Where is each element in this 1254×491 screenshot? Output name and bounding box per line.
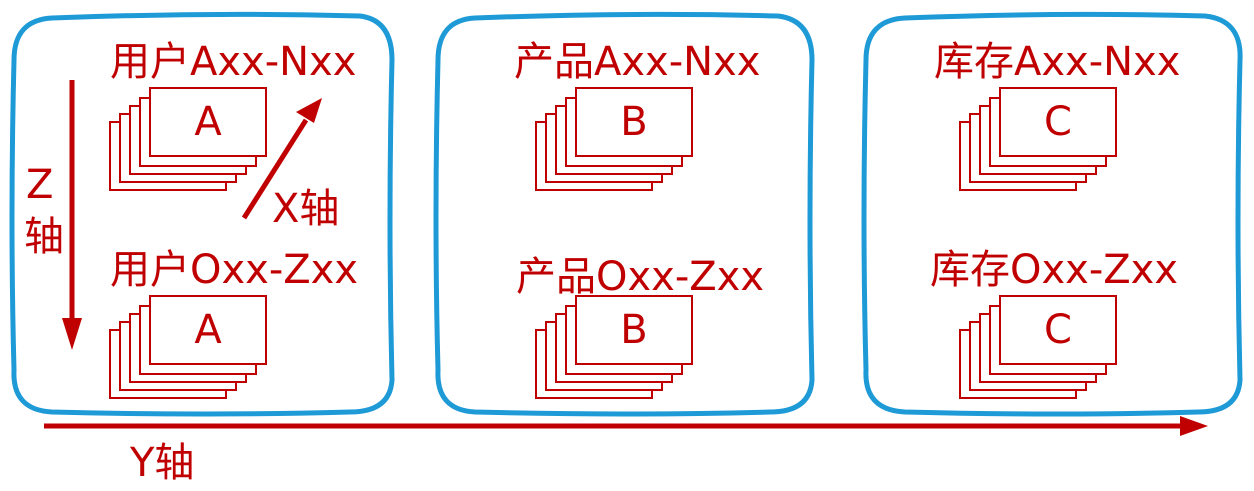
stack-card <box>999 295 1117 365</box>
group-1-bottom-card-stack: A <box>109 295 267 399</box>
group-2-top-card-letter: B <box>620 99 647 145</box>
x-axis <box>241 98 322 220</box>
group-2-bottom-card-letter: B <box>620 307 647 353</box>
group-2-top-card-stack: B <box>535 87 693 191</box>
group-box-inventory <box>861 11 1243 417</box>
stack-card <box>575 87 693 157</box>
z-axis <box>62 80 82 350</box>
x-axis-arrowhead <box>296 98 322 123</box>
x-axis-label: X轴 <box>272 186 339 232</box>
stack-card <box>149 295 267 365</box>
group-2-bottom-card-stack: B <box>535 295 693 399</box>
group-3-bottom-card-letter: C <box>1044 307 1072 353</box>
group-1-top-card-stack: A <box>109 87 267 191</box>
group-2-top-label: 产品Axx-Nxx <box>514 39 760 85</box>
y-axis-label: Y轴 <box>129 440 194 486</box>
group-2-bottom-label: 产品Oxx-Zxx <box>516 254 764 300</box>
stack-card <box>575 295 693 365</box>
y-axis <box>44 416 1208 436</box>
z-axis-label-line1: Z <box>26 162 53 208</box>
stack-card <box>149 87 267 157</box>
group-1-top-card-letter: A <box>194 99 222 145</box>
group-3-top-card-stack: C <box>959 87 1117 191</box>
stack-card <box>999 87 1117 157</box>
x-axis-line <box>241 118 309 220</box>
group-1-top-label: 用户Axx-Nxx <box>110 39 356 85</box>
group-3-bottom-label: 库存Oxx-Zxx <box>930 247 1178 293</box>
y-axis-arrowhead <box>1180 416 1208 436</box>
group-box-user <box>9 11 395 417</box>
group-box-product <box>433 11 815 417</box>
z-axis-arrowhead <box>62 318 82 350</box>
group-3-top-card-letter: C <box>1044 99 1072 145</box>
group-3-top-label: 库存Axx-Nxx <box>934 39 1180 85</box>
group-1-bottom-label: 用户Oxx-Zxx <box>110 247 358 293</box>
group-3-bottom-card-stack: C <box>959 295 1117 399</box>
group-1-bottom-card-letter: A <box>194 307 222 353</box>
z-axis-label-line2: 轴 <box>24 214 64 260</box>
